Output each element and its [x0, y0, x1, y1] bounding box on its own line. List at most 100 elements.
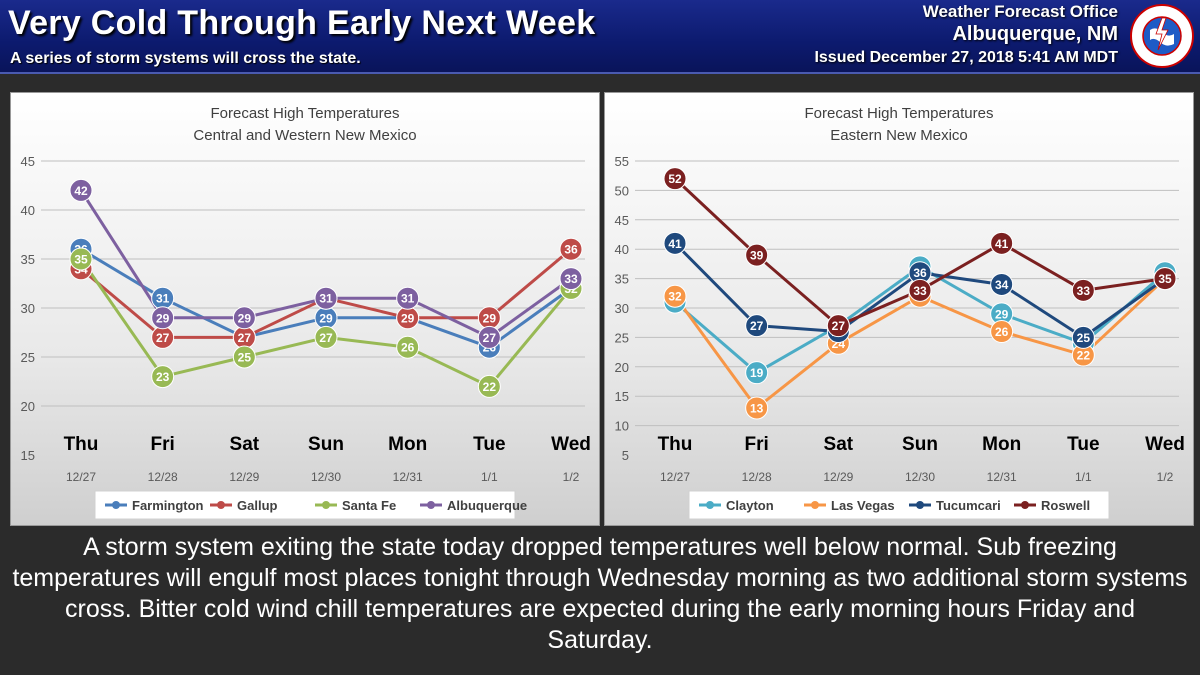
data-point-roswell	[1071, 278, 1095, 302]
data-point-santa-fe	[232, 345, 256, 369]
x-category-label: Wed	[551, 434, 591, 455]
x-date-label: 12/31	[987, 470, 1017, 484]
data-label-santa-fe: 26	[401, 341, 415, 355]
x-category-label: Sat	[824, 434, 854, 455]
data-label-clayton: 29	[995, 307, 1009, 321]
x-date-label: 12/31	[393, 470, 423, 484]
x-date-label: 12/30	[311, 470, 341, 484]
chart-title: Forecast High Temperatures	[805, 105, 994, 122]
x-category-label: Sat	[230, 434, 260, 455]
data-point-santa-fe	[69, 247, 93, 271]
data-point-santa-fe	[477, 374, 501, 398]
x-category-label: Fri	[151, 434, 175, 455]
forecast-discussion: A storm system exiting the state today d…	[12, 533, 1188, 654]
data-point-las-vegas	[990, 320, 1014, 344]
office-location: Albuquerque, NM	[952, 23, 1118, 45]
data-label-roswell: 27	[832, 319, 846, 333]
legend-label-gallup: Gallup	[237, 498, 278, 513]
x-date-label: 12/29	[823, 470, 853, 484]
legend-label-roswell: Roswell	[1041, 498, 1090, 513]
data-label-las-vegas: 26	[995, 325, 1009, 339]
data-point-albuquerque	[151, 306, 175, 330]
data-label-las-vegas: 22	[1077, 349, 1091, 363]
data-point-albuquerque	[314, 286, 338, 310]
x-date-label: 1/1	[481, 470, 498, 484]
legend-marker-albuquerque	[427, 501, 435, 509]
office-info: Weather Forecast Office Albuquerque, NM …	[814, 2, 1118, 70]
data-point-roswell	[663, 167, 687, 191]
y-tick-label: 30	[21, 301, 35, 316]
x-date-label: 12/30	[905, 470, 935, 484]
data-label-tucumcari: 34	[995, 278, 1009, 292]
y-tick-label: 15	[21, 448, 35, 463]
x-date-label: 1/2	[1157, 470, 1174, 484]
x-category-label: Sun	[308, 434, 344, 455]
data-label-albuquerque: 27	[483, 331, 497, 345]
chart-subtitle: Eastern New Mexico	[830, 127, 968, 144]
page-title: Very Cold Through Early Next Week	[8, 4, 596, 42]
y-tick-label: 45	[615, 213, 629, 228]
data-label-santa-fe: 27	[319, 331, 333, 345]
x-category-label: Tue	[473, 434, 505, 455]
chart-svg-central-western: Forecast High Temperatures Central and We…	[21, 105, 591, 520]
y-tick-label: 35	[21, 252, 35, 267]
legend-marker-santa-fe	[322, 501, 330, 509]
chart-svg-eastern: Forecast High Temperatures Eastern New Me…	[615, 105, 1185, 520]
y-tick-label: 20	[615, 360, 629, 375]
data-label-gallup: 36	[564, 243, 578, 257]
data-label-las-vegas: 32	[668, 290, 682, 304]
nws-logo-icon	[1130, 4, 1194, 68]
data-label-roswell: 39	[750, 249, 764, 263]
data-label-albuquerque: 29	[156, 311, 170, 325]
data-point-clayton	[745, 361, 769, 385]
y-tick-label: 5	[622, 448, 629, 463]
data-label-tucumcari: 36	[913, 266, 927, 280]
data-label-santa-fe: 23	[156, 370, 170, 384]
data-label-gallup: 27	[238, 331, 252, 345]
y-tick-label: 35	[615, 272, 629, 287]
x-date-label: 12/27	[660, 470, 690, 484]
issued-time: Issued December 27, 2018 5:41 AM MDT	[814, 49, 1118, 66]
chart-eastern: Forecast High Temperatures Eastern New Me…	[604, 92, 1194, 526]
data-label-santa-fe: 35	[74, 253, 88, 267]
data-point-santa-fe	[151, 365, 175, 389]
data-label-roswell: 35	[1158, 272, 1172, 286]
data-point-tucumcari	[990, 272, 1014, 296]
y-tick-label: 50	[615, 183, 629, 198]
x-date-label: 1/2	[563, 470, 580, 484]
data-label-albuquerque: 29	[238, 311, 252, 325]
y-tick-label: 10	[615, 419, 629, 434]
data-label-farmington: 31	[156, 292, 170, 306]
data-label-santa-fe: 25	[238, 351, 252, 365]
x-category-label: Mon	[388, 434, 427, 455]
data-label-gallup: 27	[156, 331, 170, 345]
x-category-label: Tue	[1067, 434, 1099, 455]
data-label-tucumcari: 25	[1077, 331, 1091, 345]
y-tick-label: 15	[615, 389, 629, 404]
data-label-tucumcari: 41	[668, 237, 682, 251]
legend-label-tucumcari: Tucumcari	[936, 498, 1001, 513]
header-banner: Very Cold Through Early Next Week A seri…	[0, 0, 1200, 74]
legend-marker-clayton	[706, 501, 714, 509]
data-point-albuquerque	[559, 267, 583, 291]
legend-label-albuquerque: Albuquerque	[447, 498, 527, 513]
data-label-las-vegas: 13	[750, 401, 764, 415]
data-label-tucumcari: 27	[750, 319, 764, 333]
chart-title: Forecast High Temperatures	[211, 105, 400, 122]
legend-label-las-vegas: Las Vegas	[831, 498, 895, 513]
data-point-las-vegas	[745, 396, 769, 420]
data-label-farmington: 29	[319, 311, 333, 325]
data-point-gallup	[559, 237, 583, 261]
data-label-albuquerque: 33	[564, 272, 578, 286]
x-date-label: 12/27	[66, 470, 96, 484]
data-point-roswell	[745, 243, 769, 267]
y-tick-label: 55	[615, 154, 629, 169]
y-tick-label: 40	[615, 242, 629, 257]
data-label-clayton: 19	[750, 366, 764, 380]
x-date-label: 1/1	[1075, 470, 1092, 484]
legend-marker-farmington	[112, 501, 120, 509]
data-point-albuquerque	[477, 325, 501, 349]
data-point-albuquerque	[232, 306, 256, 330]
legend-label-farmington: Farmington	[132, 498, 204, 513]
data-point-roswell	[1153, 267, 1177, 291]
